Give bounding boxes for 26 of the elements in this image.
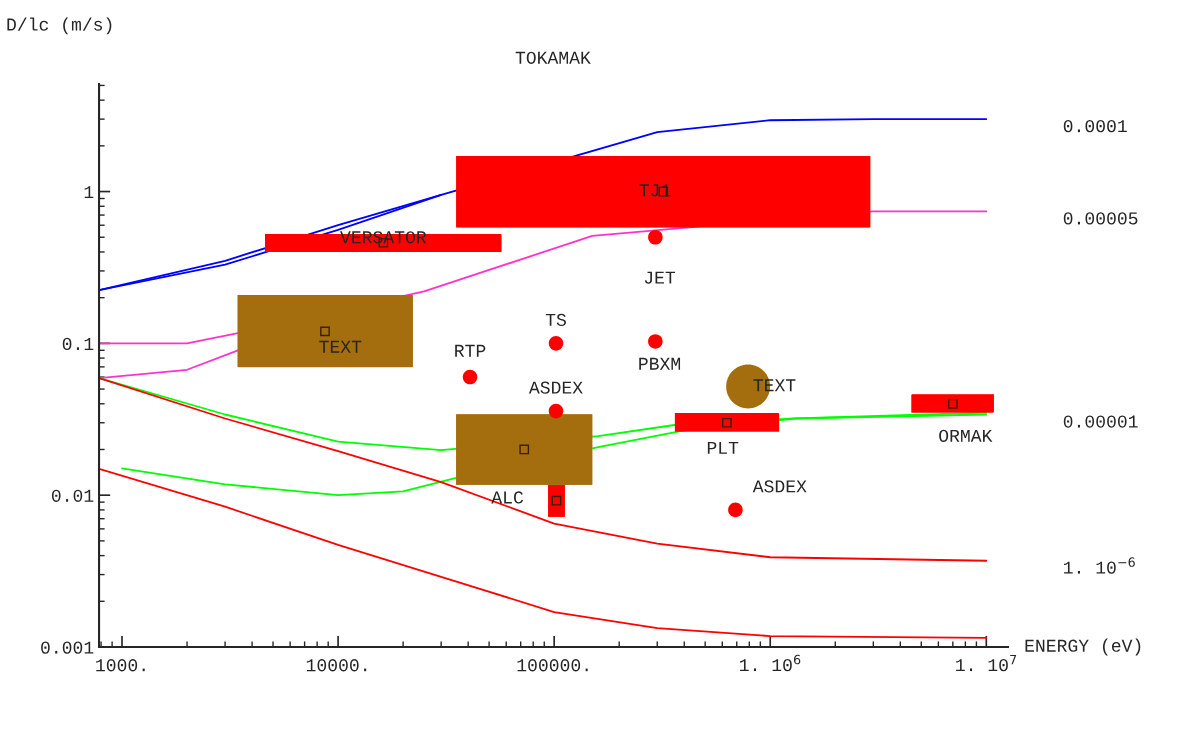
text: 0.00001 [1063, 415, 1138, 428]
annotation: JET [644, 271, 676, 284]
text: 0.00005 [1063, 212, 1138, 225]
y-tick-label: 1 [84, 186, 94, 199]
y-axis-title: D/lc (m/s) [7, 17, 112, 35]
chart-title: TOKAMAK [515, 51, 591, 64]
annotation: TS [545, 313, 566, 326]
annotation: ORMAK [939, 429, 993, 442]
text: 0.0001 [1063, 120, 1127, 133]
annotation: PLT [707, 441, 739, 454]
y-tick-label: 0.01 [51, 489, 94, 502]
x-tick-label: 100000. [517, 659, 588, 672]
annotation: ASDEX [528, 381, 583, 394]
x-tick-label: 1000. [96, 659, 145, 672]
annotation: ASDEX [752, 480, 807, 493]
x-tick-label: 1. 10$^{6}$ [740, 654, 801, 672]
x-tick-label: 10000. [306, 659, 367, 672]
annotation: ALC [491, 491, 524, 504]
y-tick-label: 0.001 [41, 641, 94, 654]
x-tick-label: 1. 10$^{7}$ [956, 654, 1017, 672]
text: 1. 10$^{−6}$ [1064, 557, 1135, 574]
annotation: RTP [455, 344, 486, 357]
annotation: VERSATOR [340, 231, 427, 244]
annotation: PBXM [639, 357, 681, 370]
x-axis-title: ENERGY (eV) [1025, 638, 1141, 656]
y-tick-label: 0.1 [62, 337, 94, 351]
